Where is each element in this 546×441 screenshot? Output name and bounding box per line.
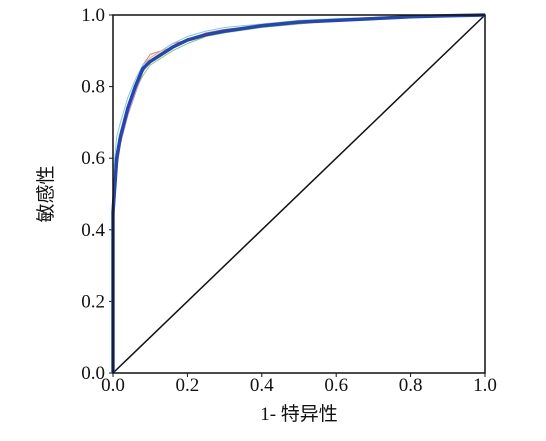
y-axis-label: 敏感性 — [35, 165, 57, 222]
y-tick-label: 0.8 — [81, 77, 105, 98]
plot-frame — [112, 14, 486, 374]
x-tick-label: 0.2 — [176, 375, 200, 396]
y-tick-label: 0.4 — [81, 220, 105, 241]
x-tick-label: 0.8 — [399, 375, 423, 396]
y-tick-label: 0.6 — [81, 148, 105, 169]
x-tick-label: 0.6 — [324, 375, 348, 396]
y-tick-label: 1.0 — [81, 5, 105, 26]
x-tick-label: 1.0 — [473, 375, 497, 396]
roc-curve — [111, 13, 486, 373]
y-tick-label: 0.2 — [81, 291, 105, 312]
x-tick-label: 0.4 — [250, 375, 274, 396]
x-tick-label: 0.0 — [101, 375, 125, 396]
x-axis-label: 1- 特异性 — [260, 403, 338, 425]
y-tick-label: 0.0 — [81, 363, 105, 384]
reference-line — [112, 14, 486, 374]
